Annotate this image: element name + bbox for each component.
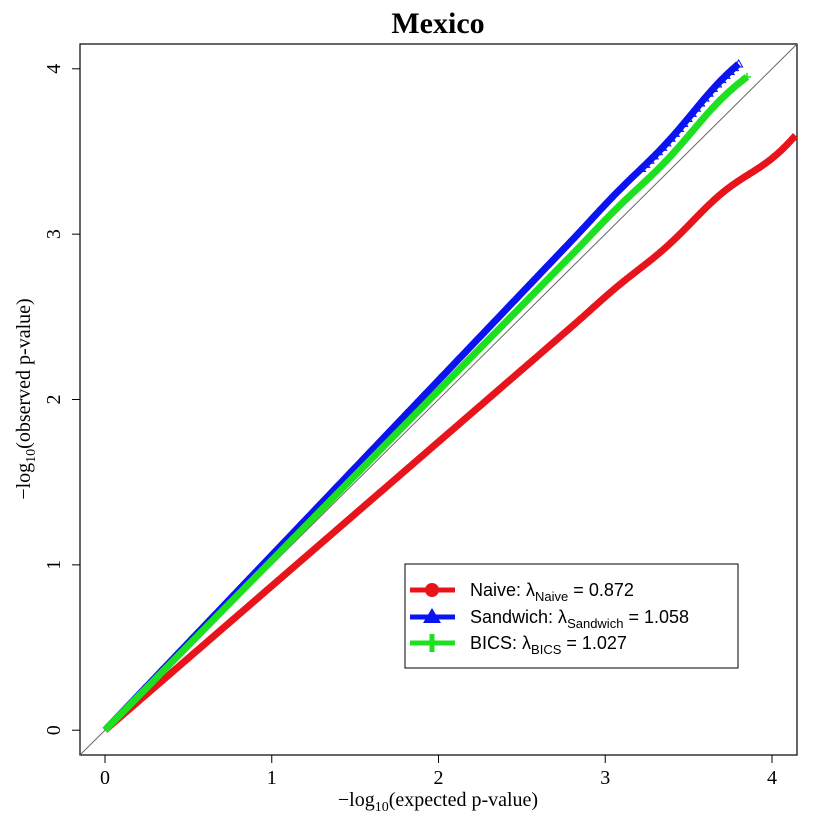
series-bics <box>102 72 751 733</box>
data-point <box>734 79 743 88</box>
data-point <box>742 72 751 81</box>
y-tick-label: 2 <box>43 395 65 405</box>
data-point <box>708 103 717 112</box>
data-point <box>696 210 704 218</box>
series-naive <box>102 132 797 733</box>
data-point <box>687 128 696 137</box>
legend-marker <box>423 634 441 652</box>
data-point <box>678 118 689 128</box>
data-point <box>691 123 700 132</box>
data-point <box>756 163 764 171</box>
data-point <box>691 103 702 112</box>
x-tick-label: 3 <box>600 767 610 789</box>
data-point <box>725 86 734 95</box>
y-tick-label: 1 <box>43 560 65 570</box>
data-point <box>661 157 670 166</box>
legend-box <box>404 563 739 669</box>
legend-label: Naive: λNaive = 0.872 <box>470 580 634 604</box>
data-point <box>701 205 709 213</box>
data-point <box>738 76 747 85</box>
legend-marker <box>425 583 439 597</box>
legend-marker <box>423 608 441 623</box>
data-point <box>666 133 676 142</box>
data-point <box>708 83 719 93</box>
data-point <box>717 95 726 104</box>
y-tick-label: 4 <box>43 64 65 74</box>
data-point <box>648 170 657 179</box>
data-point <box>683 113 693 122</box>
data-point <box>674 143 683 152</box>
data-point <box>770 153 778 161</box>
x-axis-label: −log10(expected p-value) <box>338 789 538 815</box>
data-point <box>728 181 736 189</box>
data-point <box>724 185 732 193</box>
data-point <box>730 83 739 92</box>
data-point <box>665 152 674 161</box>
data-point <box>704 108 713 117</box>
data-point <box>700 113 709 122</box>
data-point <box>699 93 710 102</box>
y-tick-label: 0 <box>43 725 65 735</box>
y-tick-label: 3 <box>43 229 65 239</box>
data-point <box>674 123 685 133</box>
legend-item-naive: Naive: λNaive = 0.872 <box>410 580 634 604</box>
plot-area <box>80 44 797 755</box>
data-point <box>657 161 666 170</box>
data-point <box>705 200 713 208</box>
data-point <box>704 88 714 97</box>
x-axis: 0 1 2 3 4 <box>100 755 777 789</box>
data-point <box>645 155 655 164</box>
legend-label: BICS: λBICS = 1.027 <box>470 633 627 657</box>
data-point <box>788 135 796 143</box>
series-trace <box>102 73 750 733</box>
legend: Naive: λNaive = 0.872 Sandwich: λSandwich… <box>404 563 739 669</box>
data-point <box>779 144 787 152</box>
data-point <box>713 99 722 108</box>
data-point <box>653 146 664 156</box>
data-point <box>715 192 723 200</box>
data-point <box>670 128 681 137</box>
data-point <box>678 138 687 147</box>
data-point <box>683 133 692 142</box>
data-point <box>695 118 704 127</box>
legend-label: Sandwich: λSandwich = 1.058 <box>470 607 689 631</box>
legend-item-sandwich: Sandwich: λSandwich = 1.058 <box>410 607 689 631</box>
data-point <box>636 163 647 172</box>
legend-item-bics: BICS: λBICS = 1.027 <box>410 633 627 657</box>
x-tick-label: 0 <box>100 767 110 789</box>
y-axis-label: −log10(observed p-value) <box>13 298 39 499</box>
data-point <box>640 159 651 168</box>
data-point <box>653 166 662 175</box>
data-point <box>657 142 668 151</box>
data-point <box>687 108 698 117</box>
data-point <box>710 196 718 204</box>
series-trace <box>102 132 797 733</box>
x-tick-label: 1 <box>267 767 277 789</box>
data-point <box>721 90 730 99</box>
data-point <box>695 98 706 107</box>
chart-title: Mexico <box>391 7 484 40</box>
data-point <box>661 137 672 147</box>
data-point <box>712 78 723 88</box>
data-point <box>719 188 727 196</box>
data-point <box>644 174 653 183</box>
y-axis: 0 1 2 3 4 <box>43 64 80 735</box>
x-tick-label: 2 <box>434 767 444 789</box>
data-point <box>733 58 744 68</box>
data-point <box>761 160 769 168</box>
data-point <box>670 148 679 157</box>
data-point <box>765 156 773 164</box>
data-point <box>649 151 660 160</box>
x-tick-label: 4 <box>767 767 777 789</box>
series-layer <box>80 44 797 755</box>
data-point <box>784 140 792 148</box>
data-point <box>775 149 783 157</box>
data-point <box>716 74 727 84</box>
